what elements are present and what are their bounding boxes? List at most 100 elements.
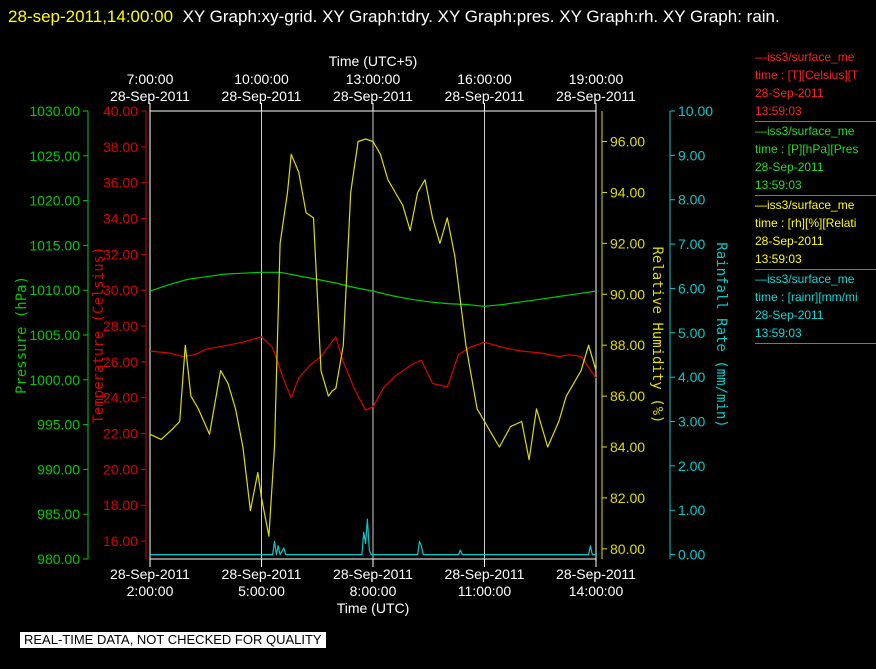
- tdry-tick-label: 20.00: [103, 461, 138, 477]
- pres-axis-title: Pressure (hPa): [14, 276, 30, 394]
- legend-entry-time: 13:59:03: [755, 178, 802, 192]
- rain-tick-label: 7.00: [678, 236, 705, 252]
- pres-tick-label: 980.00: [37, 551, 80, 567]
- rh-tick-label: 90.00: [610, 286, 645, 302]
- tdry-tick-label: 40.00: [103, 103, 138, 119]
- legend-entry-line2: time : [T][Celsius][T: [755, 68, 859, 82]
- legend-entry-date: 28-Sep-2011: [755, 234, 824, 248]
- x-bottom-tick-time: 8:00:00: [350, 583, 397, 599]
- x-top-tick-time: 13:00:00: [346, 71, 401, 87]
- pres-tick-label: 1030.00: [29, 103, 80, 119]
- rh-tick-label: 84.00: [610, 439, 645, 455]
- legend-entry-line1: —iss3/surface_me: [755, 50, 855, 64]
- tdry-tick-label: 18.00: [103, 497, 138, 513]
- legend-entry-line1: —iss3/surface_me: [755, 272, 855, 286]
- tdry-tick-label: 34.00: [103, 211, 138, 227]
- legend-entry-date: 28-Sep-2011: [755, 86, 824, 100]
- x-top-tick-time: 10:00:00: [234, 71, 289, 87]
- series-line-pres: [149, 271, 597, 307]
- legend: —iss3/surface_me time : [T][Celsius][T 28-…: [755, 48, 876, 344]
- rain-tick-label: 4.00: [678, 369, 705, 385]
- tdry-axis-title: Temperature (Celsius): [91, 246, 107, 423]
- x-top-tick-date: 28-Sep-2011: [333, 88, 413, 104]
- x-top-tick-date: 28-Sep-2011: [222, 88, 302, 104]
- pres-tick-label: 1025.00: [29, 148, 80, 164]
- rain-tick-label: 10.00: [678, 103, 713, 119]
- tdry-tick-label: 38.00: [103, 139, 138, 155]
- rain-tick-label: 6.00: [678, 280, 705, 296]
- rh-tick-label: 86.00: [610, 388, 645, 404]
- legend-entry-line1: —iss3/surface_me: [755, 124, 855, 138]
- legend-entry-time: 13:59:03: [755, 326, 802, 340]
- rh-tick-label: 96.00: [610, 134, 645, 150]
- x-bottom-tick-time: 2:00:00: [127, 583, 174, 599]
- x-top-tick-date: 28-Sep-2011: [110, 88, 190, 104]
- tdry-tick-label: 22.00: [103, 426, 138, 442]
- x-bottom-tick-date: 28-Sep-2011: [110, 566, 190, 582]
- legend-entry-date: 28-Sep-2011: [755, 308, 824, 322]
- rain-tick-label: 3.00: [678, 413, 705, 429]
- tdry-tick-label: 24.00: [103, 390, 138, 406]
- tdry-tick-label: 26.00: [103, 354, 138, 370]
- pres-tick-label: 990.00: [37, 461, 80, 477]
- series-line-rain: [150, 518, 596, 556]
- x-bottom-axis-label: Time (UTC): [337, 600, 410, 616]
- pres-tick-label: 1020.00: [29, 193, 80, 209]
- pres-tick-label: 985.00: [37, 506, 80, 522]
- x-bottom-tick-time: 11:00:00: [458, 583, 512, 599]
- rain-tick-label: 0.00: [678, 547, 705, 563]
- tdry-tick-label: 16.00: [103, 533, 138, 549]
- quality-notice: REAL-TIME DATA, NOT CHECKED FOR QUALITY: [20, 632, 326, 648]
- pres-tick-label: 1010.00: [29, 282, 80, 298]
- pres-tick-label: 1000.00: [29, 372, 80, 388]
- pres-tick-label: 1005.00: [29, 327, 80, 343]
- rain-tick-label: 9.00: [678, 147, 705, 163]
- x-bottom-tick-date: 28-Sep-2011: [333, 566, 413, 582]
- legend-entry-time: 13:59:03: [755, 252, 802, 266]
- graph-title: 28-sep-2011,14:00:00 XY Graph:xy-grid. X…: [8, 2, 868, 31]
- x-bottom-tick-date: 28-Sep-2011: [445, 566, 525, 582]
- legend-entry-line1: —iss3/surface_me: [755, 198, 855, 212]
- rain-tick-label: 1.00: [678, 502, 705, 518]
- rain-tick-label: 5.00: [678, 325, 705, 341]
- rh-tick-label: 82.00: [610, 490, 645, 506]
- title-timestamp: 28-sep-2011,14:00:00: [8, 7, 174, 26]
- x-top-tick-date: 28-Sep-2011: [556, 88, 636, 104]
- tdry-tick-label: 28.00: [103, 318, 138, 334]
- legend-entry-line2: time : [P][hPa][Pres: [755, 142, 859, 156]
- rh-tick-label: 88.00: [610, 337, 645, 353]
- legend-entry-line2: time : [rh][%][Relati: [755, 216, 857, 230]
- x-top-tick-date: 28-Sep-2011: [445, 88, 525, 104]
- legend-entry-date: 28-Sep-2011: [755, 160, 824, 174]
- x-top-tick-time: 7:00:00: [127, 71, 174, 87]
- rain-tick-label: 2.00: [678, 458, 705, 474]
- legend-entry-line2: time : [rainr][mm/mi: [755, 290, 858, 304]
- rain-axis-title: Rainfall Rate (mm/min): [713, 242, 729, 427]
- pres-tick-label: 1015.00: [29, 237, 80, 253]
- x-bottom-tick-date: 28-Sep-2011: [222, 566, 302, 582]
- legend-entry-time: 13:59:03: [755, 104, 802, 118]
- rh-tick-label: 92.00: [610, 235, 645, 251]
- rh-tick-label: 94.00: [610, 184, 645, 200]
- rh-axis-title: Relative Humidity (%): [649, 246, 665, 423]
- x-top-axis-label: Time (UTC+5): [329, 53, 418, 69]
- x-top-tick-time: 19:00:00: [569, 71, 624, 87]
- x-bottom-tick-date: 28-Sep-2011: [556, 566, 636, 582]
- x-top-tick-time: 16:00:00: [457, 71, 512, 87]
- rh-tick-label: 80.00: [610, 541, 645, 557]
- title-graph-list: XY Graph:xy-grid. XY Graph:tdry. XY Grap…: [182, 7, 780, 26]
- tdry-tick-label: 30.00: [103, 282, 138, 298]
- rain-tick-label: 8.00: [678, 192, 705, 208]
- tdry-tick-label: 36.00: [103, 175, 138, 191]
- tdry-tick-label: 32.00: [103, 246, 138, 262]
- pres-tick-label: 995.00: [37, 417, 80, 433]
- x-bottom-tick-time: 5:00:00: [238, 583, 285, 599]
- x-bottom-tick-time: 14:00:00: [569, 583, 624, 599]
- series-line-rh: [149, 138, 597, 537]
- series-line-tdry: [149, 336, 597, 411]
